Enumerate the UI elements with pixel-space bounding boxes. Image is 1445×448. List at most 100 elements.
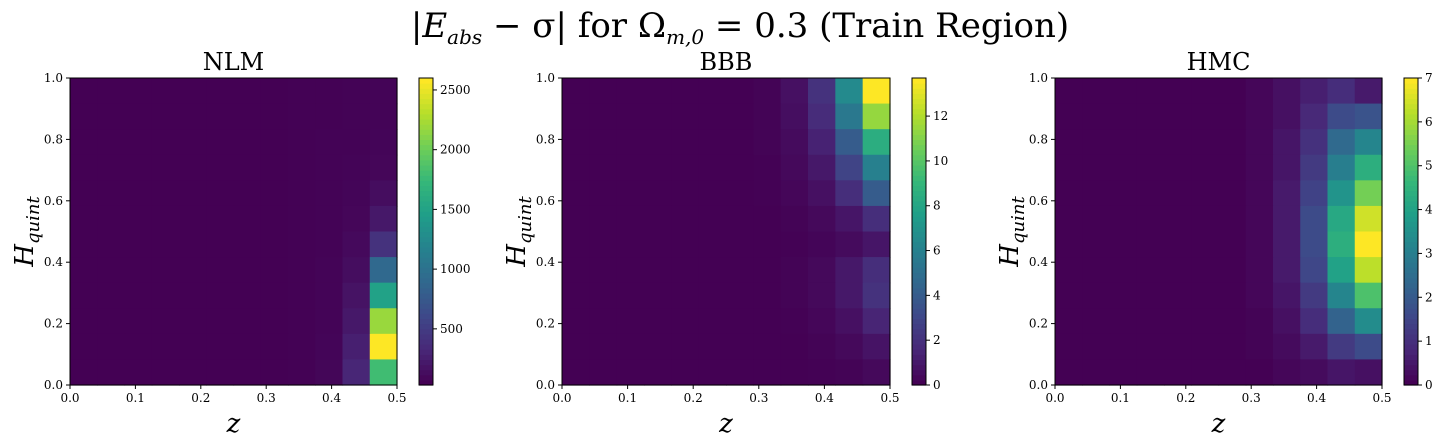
- heatmap-cell: [288, 282, 316, 309]
- heatmap-cell: [1082, 154, 1111, 181]
- heatmap-cell: [698, 129, 727, 156]
- heatmap-cell: [1218, 154, 1247, 181]
- colorbar-segment: [1404, 328, 1418, 335]
- heatmap-cell: [97, 154, 126, 181]
- heatmap-cell: [342, 180, 371, 207]
- colorbar-segment: [1404, 124, 1418, 130]
- heatmap-cell: [70, 308, 98, 335]
- colorbar-tick-label: 4: [933, 288, 941, 302]
- heatmap-cell: [179, 257, 207, 284]
- heatmap-cell: [315, 333, 344, 361]
- heatmap-cell: [589, 333, 618, 361]
- colorbar-segment: [912, 328, 926, 335]
- heatmap-cell: [1327, 180, 1356, 207]
- heatmap-cell: [1055, 78, 1083, 105]
- heatmap-cell: [1273, 359, 1301, 386]
- colorbar-segment: [912, 200, 926, 207]
- heatmap-cell: [698, 103, 727, 130]
- heatmap-cell: [1164, 359, 1192, 386]
- heatmap-cell: [589, 129, 618, 156]
- heatmap-cell: [808, 282, 836, 309]
- heatmap-cell: [1055, 257, 1083, 284]
- heatmap-cell: [1055, 308, 1083, 335]
- colorbar-segment: [419, 292, 433, 299]
- heatmap-cell: [1273, 129, 1301, 156]
- colorbar-segment: [912, 205, 926, 212]
- colorbar-segment: [1404, 164, 1418, 171]
- colorbar-segment: [912, 159, 926, 166]
- colorbar-segment: [1404, 216, 1418, 222]
- heatmap-cell: [1218, 231, 1247, 258]
- colorbar-segment: [419, 118, 433, 125]
- colorbar-segment: [912, 359, 926, 366]
- heatmap-cell: [1164, 78, 1192, 105]
- y-tick-label: 0.6: [44, 194, 63, 208]
- heatmap-cell: [70, 205, 98, 233]
- heatmap-cell: [862, 333, 891, 361]
- colorbar-segment: [1404, 308, 1418, 314]
- colorbar-tick-label: 2: [933, 333, 941, 347]
- heatmap-cell: [780, 129, 809, 156]
- y-tick-label: 0.8: [1029, 132, 1048, 146]
- heatmap-cell: [124, 180, 153, 207]
- heatmap-cell: [315, 359, 344, 386]
- x-axis-label: z: [718, 409, 733, 439]
- heatmap-cell: [206, 154, 235, 181]
- heatmap-cell: [589, 282, 618, 309]
- heatmap-cell: [233, 257, 262, 284]
- heatmap-cell: [206, 308, 235, 335]
- heatmap-cell: [1354, 257, 1383, 284]
- x-tick-label: 0.3: [1242, 391, 1261, 405]
- heatmap-cell: [808, 129, 836, 156]
- colorbar-segment: [419, 359, 433, 366]
- heatmap-cell: [1218, 129, 1247, 156]
- heatmap-cell: [315, 231, 344, 258]
- heatmap-cell: [808, 154, 836, 181]
- y-tick-label: 0.4: [44, 255, 63, 269]
- colorbar-segment: [1404, 185, 1418, 192]
- colorbar-segment: [1404, 170, 1418, 176]
- heatmap-cell: [233, 78, 262, 105]
- heatmap-cell: [780, 103, 809, 130]
- heatmap-cell: [589, 359, 618, 386]
- heatmap-cell: [1245, 308, 1274, 335]
- heatmap-cell: [780, 154, 809, 181]
- heatmap-cell: [1082, 231, 1111, 258]
- colorbar-segment: [419, 308, 433, 314]
- colorbar-segment: [419, 149, 433, 156]
- heatmap-cell: [1164, 257, 1192, 284]
- heatmap-cell: [1055, 129, 1083, 156]
- heatmap-cell: [1300, 78, 1329, 105]
- heatmap-cell: [589, 180, 618, 207]
- heatmap-cell: [124, 154, 153, 181]
- heatmap-cell: [1327, 129, 1356, 156]
- heatmap-cell: [1327, 359, 1356, 386]
- heatmap-cell: [151, 205, 180, 233]
- colorbar-segment: [912, 149, 926, 156]
- heatmap-cell: [726, 257, 754, 284]
- heatmap-cell: [1136, 282, 1165, 309]
- heatmap-cell: [726, 359, 754, 386]
- x-tick-label: 0.3: [257, 391, 276, 405]
- colorbar-segment: [419, 272, 433, 279]
- heatmap-cell: [1109, 180, 1138, 207]
- colorbar-segment: [912, 354, 926, 361]
- heatmap-cell: [1245, 282, 1274, 309]
- colorbar-segment: [1404, 98, 1418, 105]
- heatmap-cell: [1245, 78, 1274, 105]
- heatmap-cell: [753, 180, 782, 207]
- heatmap-cell: [862, 180, 891, 207]
- heatmap-cell: [1191, 333, 1220, 361]
- heatmap-cell: [1136, 257, 1165, 284]
- heatmap-cell: [1245, 333, 1274, 361]
- heatmap-cell: [179, 154, 207, 181]
- colorbar-segment: [1404, 226, 1418, 233]
- heatmap-cell: [1109, 103, 1138, 130]
- colorbar-segment: [1404, 211, 1418, 217]
- heatmap-cell: [342, 308, 371, 335]
- heatmap-cell: [1109, 282, 1138, 309]
- heatmap-cell: [698, 257, 727, 284]
- heatmap-cell: [70, 78, 98, 105]
- heatmap-cell: [1354, 154, 1383, 181]
- colorbar-segment: [1404, 200, 1418, 207]
